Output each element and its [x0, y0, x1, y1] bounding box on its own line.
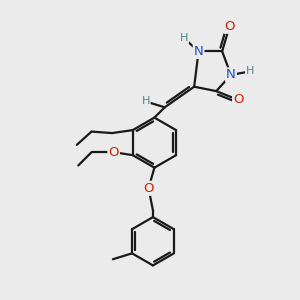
Text: H: H — [141, 96, 150, 106]
Text: O: O — [224, 20, 235, 33]
Text: O: O — [233, 93, 244, 106]
Text: N: N — [226, 68, 236, 81]
Text: O: O — [143, 182, 154, 195]
Text: N: N — [194, 45, 203, 58]
Text: H: H — [246, 66, 254, 76]
Text: H: H — [180, 33, 188, 43]
Text: O: O — [108, 146, 119, 159]
